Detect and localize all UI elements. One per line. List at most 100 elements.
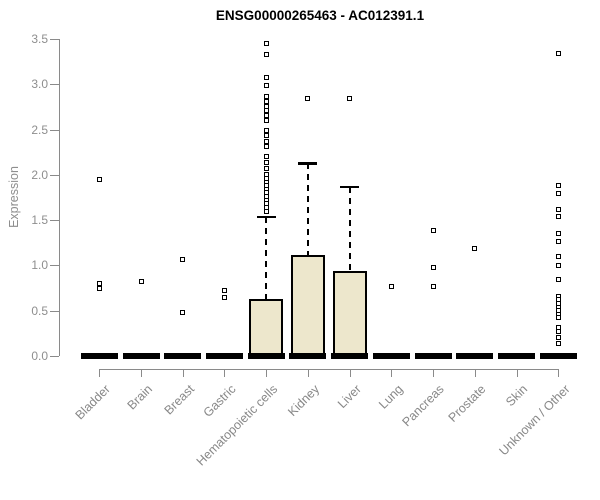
box xyxy=(249,298,284,358)
x-tick xyxy=(266,369,268,377)
x-tick xyxy=(516,369,518,377)
outlier-point xyxy=(305,96,311,102)
x-category-label: Hematopoietic cells xyxy=(193,382,281,469)
outlier-point xyxy=(263,166,269,172)
outlier-point xyxy=(180,310,186,316)
outlier-point xyxy=(555,214,561,220)
outlier-point xyxy=(555,231,561,237)
outlier-point xyxy=(263,159,269,165)
zero-bar xyxy=(498,353,536,359)
x-tick xyxy=(141,369,143,377)
box-whisker xyxy=(348,186,351,271)
y-tick xyxy=(50,310,59,312)
box xyxy=(332,270,367,358)
outlier-point xyxy=(263,51,269,57)
outlier-point xyxy=(263,82,269,88)
zero-bar xyxy=(289,353,327,359)
y-axis-line xyxy=(59,39,60,356)
outlier-point xyxy=(263,133,269,139)
box-whisker xyxy=(306,163,309,255)
outlier-point xyxy=(263,94,269,100)
outlier-point xyxy=(263,208,269,214)
zero-bar xyxy=(205,353,243,359)
x-tick xyxy=(433,369,435,377)
x-category-label: Skin xyxy=(503,382,531,410)
x-category-label: Brain xyxy=(124,382,155,413)
outlier-point xyxy=(263,98,269,104)
x-tick xyxy=(224,369,226,377)
box xyxy=(290,254,325,358)
outlier-point xyxy=(555,315,561,321)
box-whisker xyxy=(265,216,268,299)
outlier-point xyxy=(555,191,561,197)
x-tick xyxy=(558,369,560,377)
outlier-point xyxy=(263,154,269,160)
y-tick xyxy=(50,220,59,222)
x-tick xyxy=(349,369,351,377)
x-category-label: Breast xyxy=(161,382,197,418)
outlier-point xyxy=(263,103,269,109)
zero-bar xyxy=(456,353,494,359)
outlier-point xyxy=(96,281,102,287)
y-tick-label: 3.5 xyxy=(31,32,48,46)
y-tick-label: 1.0 xyxy=(31,258,48,273)
outlier-point xyxy=(138,279,144,285)
y-tick xyxy=(50,84,59,86)
y-tick xyxy=(50,39,59,40)
outlier-point xyxy=(263,112,269,118)
x-category-label: Liver xyxy=(334,382,364,412)
x-tick xyxy=(307,369,309,377)
zero-bar xyxy=(247,353,285,359)
zero-bar xyxy=(372,353,410,359)
x-category-label: Bladder xyxy=(72,382,114,423)
outlier-point xyxy=(555,183,561,189)
x-axis-line xyxy=(99,369,560,370)
zero-bar xyxy=(80,353,118,359)
x-category-label: Prostate xyxy=(445,382,489,425)
outlier-point xyxy=(555,262,561,268)
x-tick xyxy=(474,369,476,377)
x-tick xyxy=(391,369,393,377)
outlier-point xyxy=(430,264,436,270)
outlier-point xyxy=(221,294,227,300)
zero-bar xyxy=(539,353,577,359)
outlier-point xyxy=(430,283,436,289)
x-category-label: Gastric xyxy=(200,382,239,420)
whisker-cap xyxy=(340,185,360,189)
whisker-cap xyxy=(298,162,318,165)
outlier-point xyxy=(180,256,186,262)
y-tick xyxy=(50,356,59,357)
outlier-point xyxy=(388,283,394,289)
chart-title: ENSG00000265463 - AC012391.1 xyxy=(215,8,425,23)
y-tick-label: 0.0 xyxy=(31,349,48,363)
zero-bar xyxy=(164,353,202,359)
y-tick-label: 0.5 xyxy=(31,303,48,318)
x-category-label: Lung xyxy=(375,382,406,412)
whisker-cap xyxy=(256,215,276,219)
x-category-label: Kidney xyxy=(284,382,322,419)
y-tick-label: 3.0 xyxy=(31,77,48,92)
outlier-point xyxy=(555,277,561,283)
outlier-point xyxy=(555,329,561,335)
zero-bar xyxy=(414,353,452,359)
zero-bar xyxy=(122,353,160,359)
y-tick xyxy=(50,174,59,176)
outlier-point xyxy=(472,245,478,251)
outlier-point xyxy=(555,206,561,212)
outlier-point xyxy=(221,288,227,294)
y-tick xyxy=(50,129,59,131)
y-tick-label: 1.5 xyxy=(31,213,48,228)
x-category-label: Pancreas xyxy=(399,382,448,430)
outlier-point xyxy=(555,50,561,56)
x-tick xyxy=(182,369,184,377)
outlier-point xyxy=(263,41,269,47)
outlier-point xyxy=(555,340,561,346)
outlier-point xyxy=(263,127,269,133)
zero-bar xyxy=(331,353,369,359)
outlier-point xyxy=(347,96,353,102)
outlier-point xyxy=(430,227,436,233)
outlier-point xyxy=(263,108,269,114)
y-tick-label: 2.0 xyxy=(31,167,48,182)
outlier-point xyxy=(96,285,102,291)
